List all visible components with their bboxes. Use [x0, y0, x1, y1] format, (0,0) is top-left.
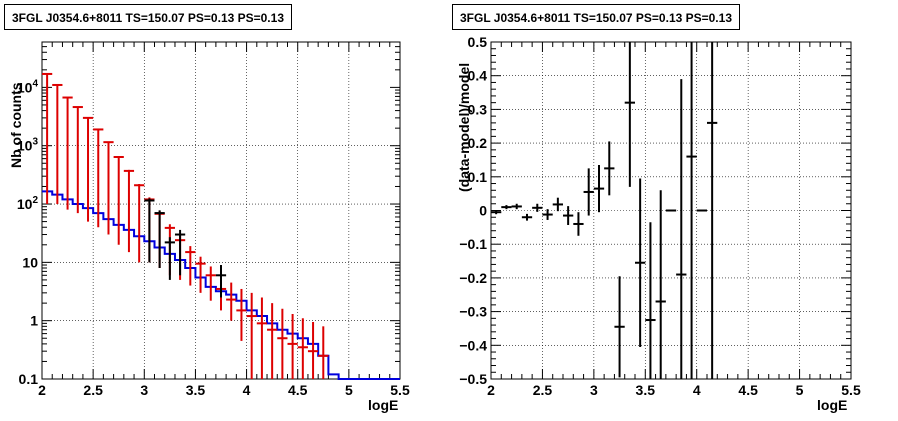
residuals-x-axis-label: logE	[817, 397, 848, 413]
plot-frame	[41, 41, 401, 380]
model-step-line	[42, 190, 400, 380]
counts-x-axis-label: logE	[368, 397, 399, 413]
y-tick-label: 10	[22, 254, 38, 270]
model-point	[103, 141, 114, 235]
y-tick-label: −0.4	[459, 337, 487, 353]
y-tick-label: 0.5	[468, 34, 488, 50]
x-tick-label: 3	[140, 382, 148, 398]
x-tick-label: 4	[243, 382, 251, 398]
model-point	[42, 72, 53, 205]
x-tick-label: 2.5	[83, 382, 103, 398]
y-tick-label: 0.3	[468, 101, 488, 117]
residual-point	[604, 141, 615, 196]
model-point	[307, 321, 319, 379]
residuals-panel: 2 2.5 3 3.5 4 4.5 5 5.5 −0.5 −0.4 −0.3 −0.2 −0.1 0 0.1…	[459, 34, 861, 398]
y-tick-label: −0.2	[459, 270, 487, 286]
residual-point	[532, 203, 543, 212]
data-point	[164, 237, 175, 280]
x-tick-label: 4.5	[288, 382, 308, 398]
residual-point	[583, 168, 594, 216]
data-point	[174, 229, 186, 276]
residual-point	[624, 42, 635, 187]
model-point	[185, 246, 196, 286]
model-point	[277, 308, 288, 379]
data-point	[215, 265, 227, 298]
model-point	[52, 83, 63, 205]
model-point	[62, 96, 73, 210]
model-point	[267, 303, 278, 379]
y-tick-label: −0.5	[459, 371, 487, 387]
residual-point	[563, 206, 574, 225]
x-tick-label: 2	[487, 382, 495, 398]
residual-point	[593, 165, 605, 213]
residual-point	[491, 210, 502, 215]
data-point	[144, 198, 155, 263]
counts-panel: 2 2.5 3 3.5 4 4.5 5 5.5 0.1 1 10 102 103 104	[17, 41, 410, 398]
residual-point	[511, 203, 522, 210]
residual-point	[573, 212, 584, 236]
model-point	[287, 314, 298, 379]
model-point	[246, 292, 257, 379]
counts-y-axis-label: Nb of counts	[8, 82, 24, 168]
x-tick-label: 5	[796, 382, 804, 398]
residual-point	[635, 178, 646, 347]
model-point	[318, 326, 329, 379]
x-tick-label: 4.5	[738, 382, 758, 398]
residual-point	[614, 276, 625, 378]
y-tick-label: 1	[30, 313, 38, 329]
residual-point	[501, 205, 512, 210]
model-point	[72, 106, 83, 214]
model-point	[205, 266, 216, 301]
residual-point	[655, 190, 666, 379]
residual-point	[552, 197, 563, 212]
y-tick-label: 0	[479, 203, 487, 219]
y-tick-label: 0.4	[468, 68, 488, 84]
residual-point	[686, 42, 697, 379]
x-tick-label: 5.5	[390, 382, 410, 398]
model-point	[82, 116, 94, 222]
data-point	[154, 210, 165, 269]
x-tick-label: 2.5	[533, 382, 553, 398]
y-tick-label: 102	[17, 195, 39, 212]
residual-point	[645, 222, 656, 379]
model-point	[195, 256, 206, 293]
y-tick-label: 0.2	[468, 135, 488, 151]
x-tick-label: 2	[38, 382, 46, 398]
residual-point	[542, 209, 553, 220]
x-tick-label: 4	[693, 382, 701, 398]
model-point	[113, 156, 124, 245]
y-tick-label: 104	[17, 78, 39, 95]
y-tick-label: 103	[17, 137, 39, 154]
y-tick-label: 0.1	[468, 169, 488, 185]
residuals-chart-title: 3FGL J0354.6+8011 TS=150.07 PS=0.13 PS=0…	[452, 4, 740, 30]
residual-point	[676, 79, 687, 379]
y-tick-label: −0.1	[459, 236, 487, 252]
model-point	[93, 128, 104, 228]
x-tick-label: 5.5	[841, 382, 861, 398]
x-tick-label: 3.5	[636, 382, 656, 398]
residual-point	[707, 42, 718, 379]
x-tick-label: 3	[590, 382, 598, 398]
model-point	[226, 282, 237, 321]
counts-chart-title: 3FGL J0354.6+8011 TS=150.07 PS=0.13 PS=0…	[4, 4, 292, 30]
model-point	[256, 297, 268, 379]
model-point	[134, 184, 145, 263]
residual-point	[521, 213, 533, 221]
y-tick-label: −0.3	[459, 304, 487, 320]
model-point	[297, 318, 308, 379]
x-tick-label: 3.5	[186, 382, 206, 398]
model-point	[123, 169, 135, 253]
residuals-y-axis-label: (data-model)/model	[456, 62, 472, 192]
model-point	[236, 288, 247, 341]
y-tick-label: 0.1	[19, 371, 39, 387]
x-tick-label: 5	[345, 382, 353, 398]
